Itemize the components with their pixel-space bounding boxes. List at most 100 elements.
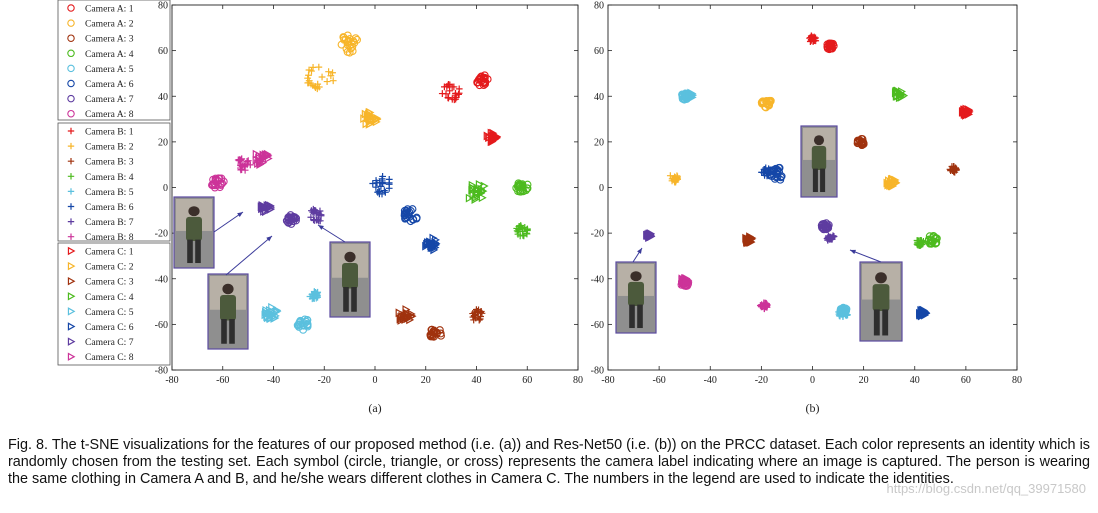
point xyxy=(892,178,901,188)
pointer-arrow xyxy=(213,211,244,233)
legend-label: Camera B: 8 xyxy=(85,232,134,243)
point xyxy=(372,183,380,191)
point xyxy=(480,73,489,82)
legend-marker xyxy=(67,49,75,58)
person-thumbnail xyxy=(800,125,838,198)
point xyxy=(397,315,406,325)
figure-caption: Fig. 8. The t-SNE visualizations for the… xyxy=(8,437,1090,487)
point xyxy=(886,178,895,187)
legend-label: Camera A: 5 xyxy=(85,64,134,75)
point xyxy=(312,289,319,297)
cluster xyxy=(307,205,325,225)
point xyxy=(475,316,483,324)
point xyxy=(829,232,837,240)
point xyxy=(339,33,348,42)
point xyxy=(761,171,768,179)
y-tick-label: -20 xyxy=(155,229,168,240)
point xyxy=(962,110,971,120)
legend-marker xyxy=(67,158,75,165)
legend-label: Camera A: 3 xyxy=(85,34,134,45)
cluster xyxy=(234,155,254,174)
point xyxy=(317,212,325,220)
cluster xyxy=(395,305,417,325)
x-tick-label: -40 xyxy=(704,375,717,386)
cluster xyxy=(513,222,531,240)
point xyxy=(323,78,331,85)
point xyxy=(473,185,482,195)
legend-marker xyxy=(67,233,75,240)
legend-label: Camera A: 6 xyxy=(85,79,134,90)
legend-marker xyxy=(67,307,76,316)
point xyxy=(307,80,315,88)
person-thumbnail xyxy=(329,241,371,318)
x-tick-label: -20 xyxy=(318,375,331,386)
point xyxy=(428,330,437,339)
point xyxy=(406,315,415,325)
point xyxy=(477,188,486,198)
person-photos xyxy=(173,125,903,350)
point xyxy=(472,312,479,319)
point xyxy=(773,166,782,174)
point xyxy=(932,238,941,247)
point xyxy=(513,227,521,235)
point xyxy=(517,222,525,229)
cluster xyxy=(400,205,421,226)
figure-canvas: Camera A: 1 Camera A: 2 Camera A: 3 Camera … xyxy=(57,0,1022,415)
point xyxy=(238,155,246,163)
legend-label: Camera A: 2 xyxy=(85,19,134,30)
cluster xyxy=(282,211,301,228)
cluster xyxy=(758,164,775,180)
point xyxy=(376,179,384,187)
point xyxy=(351,34,360,43)
point xyxy=(244,157,252,165)
cluster xyxy=(208,174,228,192)
legend-marker xyxy=(67,203,75,210)
pointer-arrow xyxy=(317,224,346,243)
point xyxy=(292,214,301,223)
subfigure-label: (a) xyxy=(368,401,381,415)
point xyxy=(295,318,304,327)
point xyxy=(761,166,769,173)
x-tick-label: -60 xyxy=(216,375,229,386)
point xyxy=(216,181,225,189)
x-tick-label: 40 xyxy=(472,375,482,386)
y-tick-label: -80 xyxy=(591,366,604,377)
point xyxy=(446,87,454,95)
y-tick-label: 40 xyxy=(158,92,168,103)
point xyxy=(478,193,487,203)
point xyxy=(445,94,452,102)
point xyxy=(682,278,691,288)
cluster xyxy=(473,71,492,90)
pointer-arrow xyxy=(225,235,273,276)
cluster xyxy=(252,149,273,169)
point xyxy=(329,77,337,85)
x-tick-label: -80 xyxy=(165,375,178,386)
scatter-points xyxy=(643,32,974,321)
subfigure-label: (b) xyxy=(806,401,820,415)
cluster xyxy=(883,174,901,191)
legend-marker xyxy=(67,127,75,135)
cluster xyxy=(913,237,927,249)
legend-label: Camera C: 5 xyxy=(85,307,134,318)
cluster xyxy=(678,274,693,289)
legend-label: Camera C: 4 xyxy=(85,292,134,303)
x-tick-label: 20 xyxy=(421,375,431,386)
legend-marker xyxy=(67,94,75,103)
point xyxy=(839,303,848,312)
cluster xyxy=(916,305,931,321)
legend-marker xyxy=(67,218,75,225)
y-tick-label: 0 xyxy=(599,183,604,194)
point xyxy=(369,180,377,187)
cluster xyxy=(483,128,502,147)
point xyxy=(471,195,480,204)
point xyxy=(516,223,524,230)
legend-label: Camera B: 1 xyxy=(85,127,134,138)
legend-label: Camera C: 7 xyxy=(85,337,134,348)
point xyxy=(315,217,323,225)
point xyxy=(490,131,499,141)
legend-marker xyxy=(67,322,76,331)
legend-label: Camera B: 2 xyxy=(85,142,134,153)
point xyxy=(218,179,227,188)
x-tick-label: 60 xyxy=(522,375,532,386)
point xyxy=(838,309,847,318)
